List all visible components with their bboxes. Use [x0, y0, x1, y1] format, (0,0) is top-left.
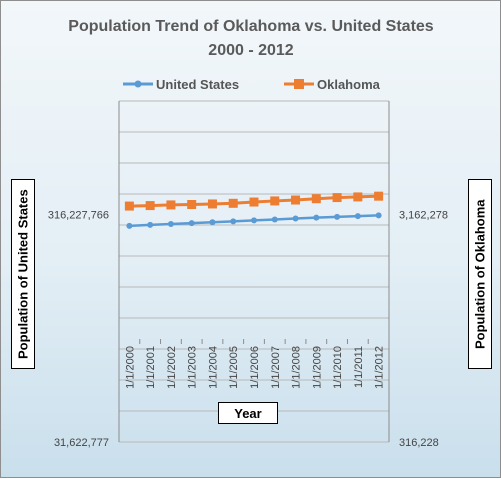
data-point-united-states — [271, 216, 278, 223]
x-category-label: 1/1/2012 — [374, 346, 386, 389]
data-point-oklahoma — [228, 198, 238, 208]
y-right-tick-label: 3,162,278 — [399, 210, 448, 222]
data-point-united-states — [126, 222, 133, 229]
data-point-united-states — [375, 212, 382, 219]
chart-title-line-1: Population Trend of Oklahoma vs. United … — [68, 18, 433, 35]
y-axis-title-right-text: Population of Oklahoma — [472, 199, 488, 349]
data-point-oklahoma — [374, 191, 384, 201]
x-category-label: 1/1/2005 — [228, 346, 240, 389]
data-point-united-states — [230, 218, 237, 225]
data-point-united-states — [147, 221, 154, 228]
data-point-oklahoma — [124, 201, 134, 211]
x-axis-title-text: Year — [234, 405, 262, 421]
legend-dot-united-states — [134, 80, 142, 88]
data-point-oklahoma — [311, 194, 321, 204]
data-point-oklahoma — [270, 196, 280, 206]
data-point-united-states — [313, 214, 320, 221]
x-category-label: 1/1/2010 — [332, 346, 344, 389]
y-axis-title-left: Population of United States — [11, 179, 35, 369]
y-left-tick-label: 316,227,766 — [48, 210, 109, 222]
data-point-united-states — [354, 213, 361, 220]
x-category-label: 1/1/2003 — [187, 346, 199, 389]
x-category-label: 1/1/2004 — [207, 346, 219, 389]
data-point-oklahoma — [249, 197, 259, 207]
x-category-label: 1/1/2001 — [145, 346, 157, 389]
x-axis-title: Year — [218, 402, 278, 424]
y-axis-title-right: Population of Oklahoma — [468, 179, 492, 369]
x-category-label: 1/1/2011 — [353, 346, 365, 388]
tick-labels: 316,227,766 31,622,777 3,162,278 316,228 — [48, 210, 448, 449]
data-point-oklahoma — [353, 192, 363, 202]
data-point-oklahoma — [291, 195, 301, 205]
y-axis-title-left-text: Population of United States — [15, 189, 31, 359]
series-layer — [124, 191, 384, 229]
x-category-label: 1/1/2007 — [270, 346, 282, 389]
data-point-oklahoma — [187, 200, 197, 210]
data-point-united-states — [292, 215, 299, 222]
data-point-united-states — [251, 217, 257, 224]
legend: United States Oklahoma — [123, 77, 381, 92]
y-left-tick-label: 31,622,777 — [54, 437, 109, 449]
data-point-united-states — [209, 219, 216, 226]
data-point-united-states — [334, 213, 341, 220]
x-category-label: 1/1/2002 — [166, 346, 178, 389]
data-point-united-states — [167, 221, 174, 228]
x-category-label: 1/1/2009 — [311, 346, 323, 389]
data-point-oklahoma — [166, 200, 176, 210]
data-point-united-states — [188, 220, 195, 227]
axes — [118, 101, 390, 442]
category-labels: 1/1/2000 1/1/2001 1/1/2002 1/1/2003 1/1/2004… — [124, 346, 385, 389]
gridlines — [119, 100, 389, 443]
y-right-tick-label: 316,228 — [399, 437, 439, 449]
x-category-label: 1/1/2000 — [124, 346, 136, 389]
data-point-oklahoma — [207, 199, 217, 209]
legend-square-oklahoma — [294, 79, 304, 89]
x-category-label: 1/1/2008 — [291, 346, 303, 389]
x-category-label: 1/1/2006 — [249, 346, 261, 389]
legend-label-oklahoma: Oklahoma — [317, 77, 381, 92]
data-point-oklahoma — [332, 193, 342, 203]
legend-label-united-states: United States — [156, 77, 239, 92]
chart-title-line-2: 2000 - 2012 — [208, 42, 294, 59]
data-point-oklahoma — [145, 201, 155, 211]
